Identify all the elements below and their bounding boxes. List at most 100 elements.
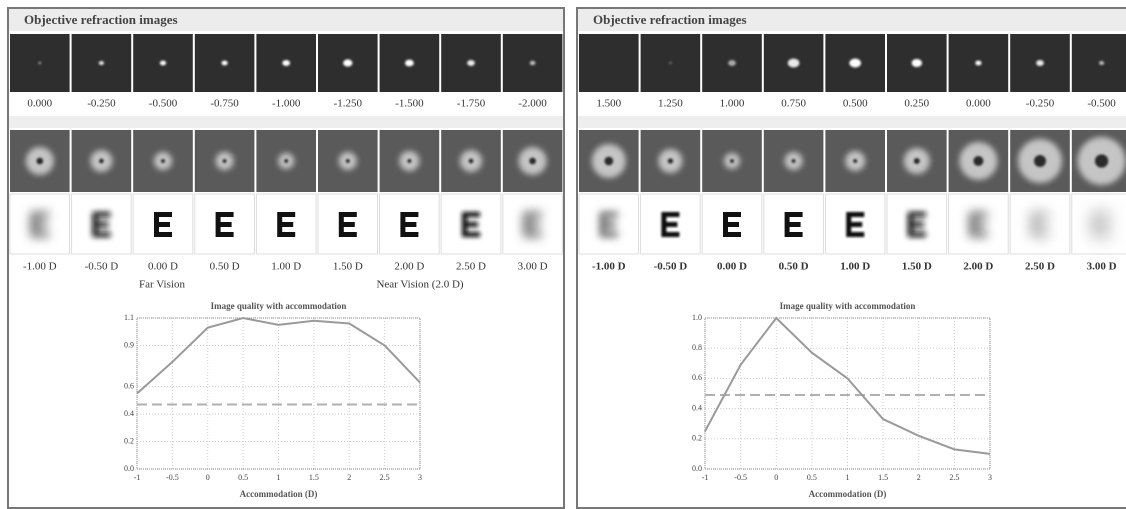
refraction-label: 0.750	[781, 98, 806, 110]
defocus-label: 0.50 D	[210, 261, 240, 273]
refraction-label: 0.000	[27, 98, 52, 110]
refraction-label: -1.000	[272, 98, 301, 110]
psf-spot	[530, 61, 536, 65]
psf-spot	[1099, 61, 1104, 65]
defocus-label: 2.00 D	[394, 261, 424, 273]
aberration-core	[346, 159, 350, 163]
vision-note: Far Vision	[139, 279, 185, 291]
aberration-core	[1034, 155, 1046, 167]
aberration-core	[730, 159, 734, 163]
aberration-core	[853, 159, 857, 163]
letter-e	[216, 212, 234, 237]
psf-spot	[38, 62, 41, 64]
refraction-label: -2.000	[518, 98, 547, 110]
aberration-core	[99, 159, 104, 164]
letter-e	[785, 212, 803, 237]
y-tick-label: 0.8	[692, 343, 702, 352]
aberration-core	[604, 157, 613, 166]
letter-e	[154, 212, 172, 237]
x-tick-label: 0	[774, 473, 778, 482]
psf-spot	[282, 60, 290, 66]
refraction-label: -0.500	[1087, 98, 1116, 110]
refraction-label: -0.750	[210, 98, 239, 110]
psf-spot	[405, 60, 414, 67]
refraction-label: 1.500	[596, 98, 621, 110]
defocus-label: 1.00 D	[271, 261, 301, 273]
psf-spot	[99, 61, 104, 65]
refraction-label: 0.000	[966, 98, 991, 110]
aberration-core	[284, 159, 288, 163]
psf-spot	[975, 61, 981, 66]
letter-e	[31, 212, 49, 237]
vision-note: Near Vision (2.0 D)	[376, 279, 463, 291]
x-axis-label: Accommodation (D)	[240, 489, 318, 499]
defocus-label: 3.00 D	[518, 261, 548, 273]
y-tick-label: 0.0	[124, 464, 134, 473]
y-tick-label: 1.1	[124, 313, 134, 322]
x-tick-label: -0.5	[734, 473, 747, 482]
y-tick-label: 0.2	[124, 436, 134, 445]
defocus-label: -1.00 D	[592, 261, 626, 273]
x-tick-label: 2.5	[380, 473, 390, 482]
y-tick-label: 0.2	[692, 434, 702, 443]
psf-thumbnail	[1072, 34, 1126, 92]
y-tick-label: 0.4	[124, 409, 134, 418]
letter-e	[600, 212, 618, 237]
screenshot: Objective refraction images 0.000 -1.00 D -…	[0, 0, 1126, 509]
psf-spot	[788, 59, 800, 68]
y-tick-label: 0.9	[124, 340, 134, 349]
x-tick-label: 1.5	[309, 473, 319, 482]
letter-e	[908, 212, 926, 237]
defocus-label: 0.00 D	[717, 261, 747, 273]
psf-spot	[343, 59, 352, 66]
chart-title: Image quality with accommodation	[780, 301, 916, 311]
defocus-label: -0.50 D	[85, 261, 119, 273]
psf-spot	[669, 62, 672, 64]
defocus-label: 2.50 D	[1025, 261, 1055, 273]
x-tick-label: -1	[702, 473, 709, 482]
x-tick-label: 1	[277, 473, 281, 482]
y-tick-label: 0.0	[692, 464, 702, 473]
letter-e	[969, 212, 987, 237]
letter-e	[1031, 212, 1049, 237]
defocus-label: 2.50 D	[456, 261, 486, 273]
refraction-label: -1.500	[395, 98, 424, 110]
panel: Objective refraction images 1.500 -1.00 D 1…	[577, 8, 1126, 508]
y-tick-label: 0.6	[124, 381, 134, 390]
refraction-label: -1.750	[457, 98, 486, 110]
psf-spot	[467, 60, 475, 66]
aberration-core	[973, 156, 983, 166]
defocus-label: -1.00 D	[23, 261, 57, 273]
aberration-core	[36, 158, 43, 165]
y-tick-label: 1.0	[692, 313, 702, 322]
letter-e	[524, 212, 542, 237]
letter-e	[92, 212, 110, 237]
letter-e	[400, 212, 418, 237]
letter-e	[339, 212, 357, 237]
defocus-label: 3.00 D	[1087, 261, 1117, 273]
aberration-core	[407, 159, 411, 163]
psf-thumbnail	[579, 34, 639, 92]
refraction-label: 1.000	[720, 98, 745, 110]
x-tick-label: 3	[988, 473, 992, 482]
aberration-core	[161, 159, 165, 163]
defocus-label: 2.00 D	[963, 261, 993, 273]
x-tick-label: 1	[846, 473, 850, 482]
aberration-core	[223, 159, 227, 163]
defocus-label: 1.00 D	[840, 261, 870, 273]
x-tick-label: 0.5	[238, 473, 248, 482]
panel: Objective refraction images 0.000 -1.00 D -…	[8, 8, 564, 508]
refraction-label: -0.250	[87, 98, 116, 110]
defocus-label: 0.00 D	[148, 261, 178, 273]
refraction-label: -1.250	[334, 98, 363, 110]
panel-title: Objective refraction images	[24, 12, 178, 27]
panel-title: Objective refraction images	[593, 12, 747, 27]
x-tick-label: 2	[917, 473, 921, 482]
defocus-label: -0.50 D	[654, 261, 688, 273]
x-tick-label: 0.5	[807, 473, 817, 482]
letter-e	[462, 212, 480, 237]
aberration-core	[1095, 154, 1108, 167]
letter-e	[277, 212, 295, 237]
psf-spot	[160, 61, 166, 66]
aberration-core	[914, 158, 920, 164]
